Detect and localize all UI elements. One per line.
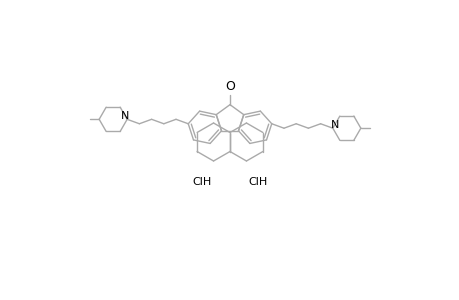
Text: N: N xyxy=(121,111,129,121)
Text: O: O xyxy=(224,80,235,93)
Text: ClH: ClH xyxy=(192,177,211,187)
Text: N: N xyxy=(330,120,338,130)
Text: ClH: ClH xyxy=(248,177,267,187)
